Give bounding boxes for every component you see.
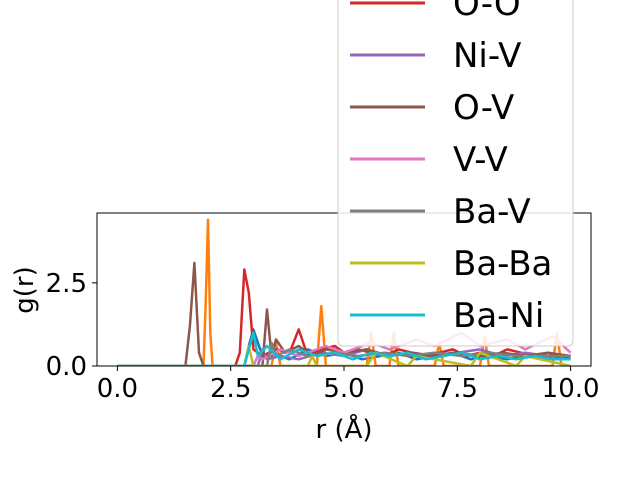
legend-box xyxy=(337,0,574,347)
x-axis: 0.0 2.5 5.0 7.5 10.0 xyxy=(97,366,600,404)
x-tick-label: 5.0 xyxy=(323,374,364,404)
x-tick-label: 10.0 xyxy=(542,374,600,404)
legend-label-ni-v: Ni-V xyxy=(453,36,521,76)
legend-label-v-v: V-V xyxy=(453,140,508,180)
y-tick-label: 0.0 xyxy=(46,352,87,382)
x-tick-label: 2.5 xyxy=(210,374,251,404)
series-line-ba-v xyxy=(117,341,571,366)
y-axis-label: g(r) xyxy=(10,266,40,313)
legend-label-o-v: O-V xyxy=(453,88,514,128)
legend-label-o-o: O-O xyxy=(453,0,521,24)
x-axis-label: r (Å) xyxy=(315,413,372,445)
legend-label-ba-ba: Ba-Ba xyxy=(453,244,552,284)
y-axis: 0.0 2.5 xyxy=(46,269,97,382)
x-tick-label: 7.5 xyxy=(437,374,478,404)
series-line-ba-ni xyxy=(117,331,571,366)
y-tick-label: 2.5 xyxy=(46,269,87,299)
x-tick-label: 0.0 xyxy=(97,374,138,404)
legend-label-ba-ni: Ba-Ni xyxy=(453,296,544,336)
legend-label-ba-v: Ba-V xyxy=(453,192,531,232)
legend: O-O Ni-V O-V V-V Ba-V Ba-Ba Ba-Ni xyxy=(337,0,574,347)
